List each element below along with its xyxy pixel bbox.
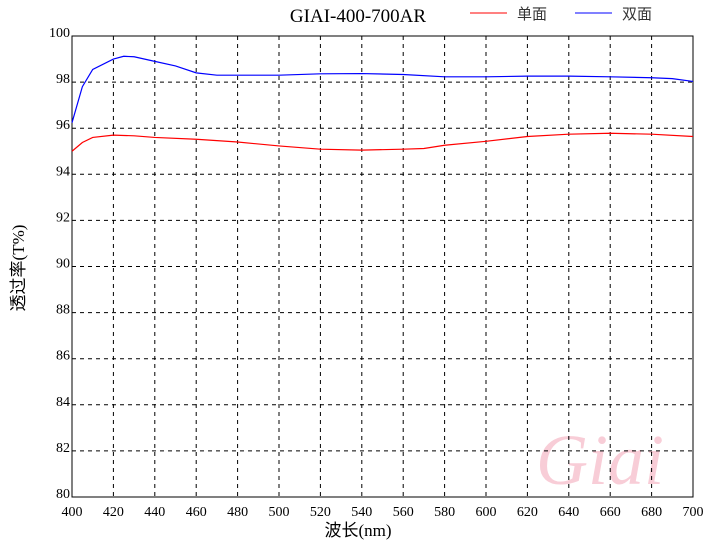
x-tick-label: 700 [683,505,704,520]
x-tick-label: 620 [517,505,538,520]
y-tick-label: 100 [49,26,70,41]
y-tick-label: 92 [56,210,70,225]
x-tick-label: 460 [186,505,207,520]
y-tick-label: 82 [56,441,70,456]
series-line-1 [71,132,694,152]
x-tick-label: 480 [227,505,248,520]
x-tick-label: 420 [103,505,124,520]
y-tick-label: 96 [56,118,70,133]
x-tick-label: 580 [434,505,455,520]
x-tick-label: 520 [310,505,331,520]
x-tick-label: 600 [476,505,497,520]
y-tick-label: 86 [56,349,70,364]
x-tick-label: 680 [641,505,662,520]
x-tick-label: 660 [600,505,621,520]
x-tick-label: 400 [62,505,83,520]
y-tick-label: 84 [56,395,70,410]
x-axis-label: 波长(nm) [324,521,391,540]
y-tick-label: 94 [56,164,70,179]
x-tick-label: 440 [144,505,165,520]
x-tick-label: 500 [269,505,290,520]
series-line-2 [71,55,694,123]
y-tick-label: 88 [56,303,70,318]
watermark-logo: Giai [536,420,664,500]
x-tick-label: 540 [351,505,372,520]
legend-label: 单面 [517,6,547,23]
x-tick-label: 640 [558,505,579,520]
chart-title: GIAI-400-700AR [290,6,426,27]
legend-label: 双面 [622,6,652,23]
y-tick-label: 98 [56,72,70,87]
x-tick-label: 560 [393,505,414,520]
y-tick-label: 80 [56,487,70,502]
y-axis-label: 透过率(T%) [9,225,28,312]
plot-border [71,35,694,498]
y-tick-label: 90 [56,257,70,272]
